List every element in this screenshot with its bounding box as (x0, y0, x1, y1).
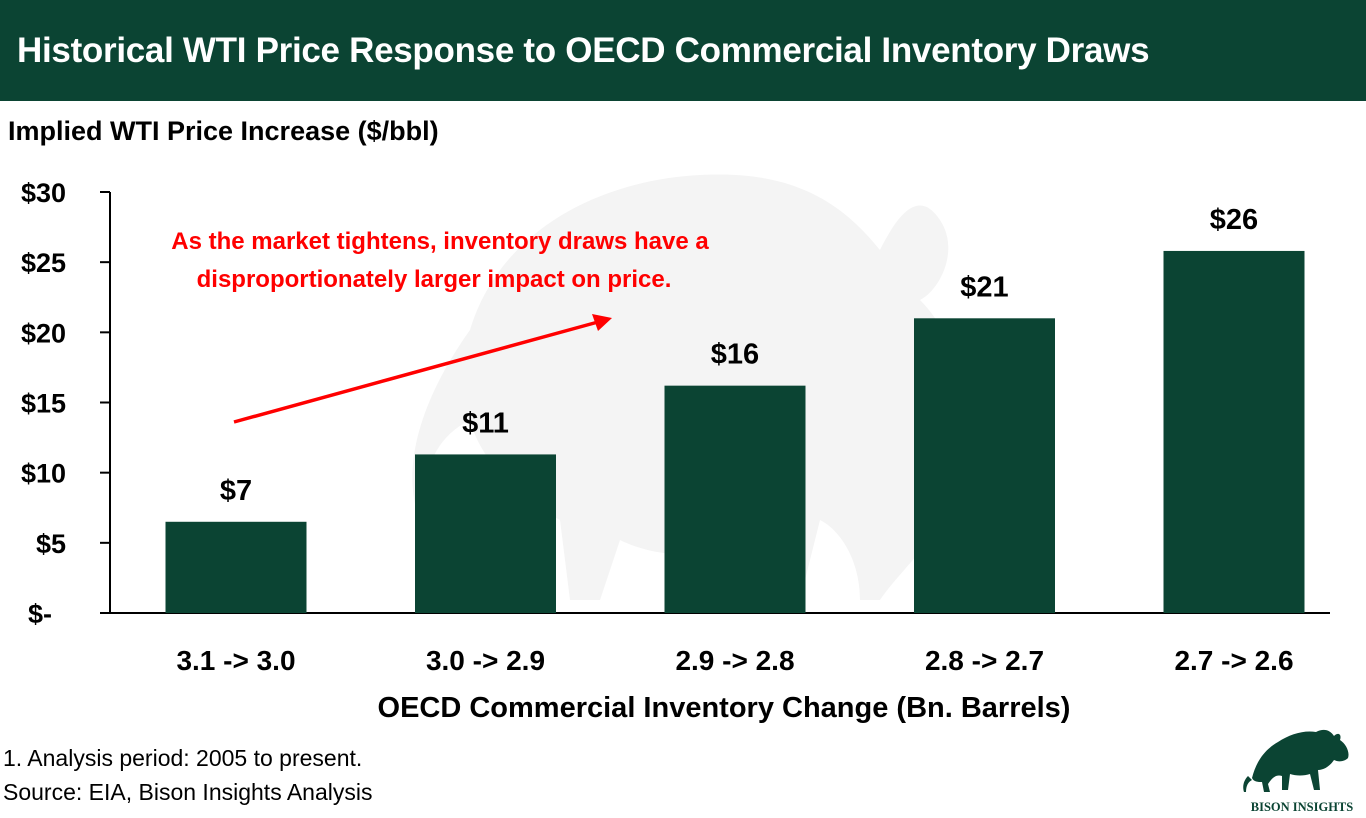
x-tick-label: 3.1 -> 3.0 (176, 645, 295, 676)
bar (914, 318, 1055, 613)
bison-icon (1243, 729, 1349, 792)
data-label: $11 (462, 407, 509, 439)
bar (165, 521, 307, 613)
x-tick-label: 2.7 -> 2.6 (1174, 645, 1293, 676)
bar (664, 385, 806, 613)
x-tick-label: 3.0 -> 2.9 (426, 645, 545, 676)
bar (415, 454, 556, 613)
data-label: $16 (711, 339, 759, 371)
y-tick-label: $25 (21, 248, 66, 278)
trend-arrow-head-icon (592, 314, 612, 331)
data-label: $7 (220, 475, 252, 507)
y-tick-label: $20 (21, 318, 66, 348)
y-tick-label: $- (28, 599, 52, 629)
x-tick-label: 2.8 -> 2.7 (925, 645, 1044, 676)
y-axis-title: Implied WTI Price Increase ($/bbl) (8, 116, 439, 146)
annotation-text-line: disproportionately larger impact on pric… (197, 266, 672, 293)
bison-insights-logo: BISON INSIGHTS (1238, 722, 1366, 818)
logo-text: BISON INSIGHTS (1250, 800, 1354, 814)
y-tick-label: $10 (21, 459, 66, 489)
y-tick-label: $30 (21, 178, 66, 208)
data-label: $26 (1210, 204, 1258, 236)
x-axis-title: OECD Commercial Inventory Change (Bn. Ba… (377, 692, 1071, 724)
y-tick-label: $5 (36, 529, 66, 559)
bar (1163, 250, 1305, 613)
footnote-analysis-period: 1. Analysis period: 2005 to present. (3, 745, 363, 771)
annotation-text-line: As the market tightens, inventory draws … (171, 228, 709, 255)
data-label: $21 (960, 271, 1008, 303)
footnote-source: Source: EIA, Bison Insights Analysis (3, 779, 373, 805)
y-tick-label: $15 (21, 389, 66, 419)
x-tick-label: 2.9 -> 2.8 (675, 645, 794, 676)
trend-arrow-line (233, 320, 599, 424)
header-banner: Historical WTI Price Response to OECD Co… (0, 0, 1366, 101)
chart-title: Historical WTI Price Response to OECD Co… (17, 31, 1150, 70)
